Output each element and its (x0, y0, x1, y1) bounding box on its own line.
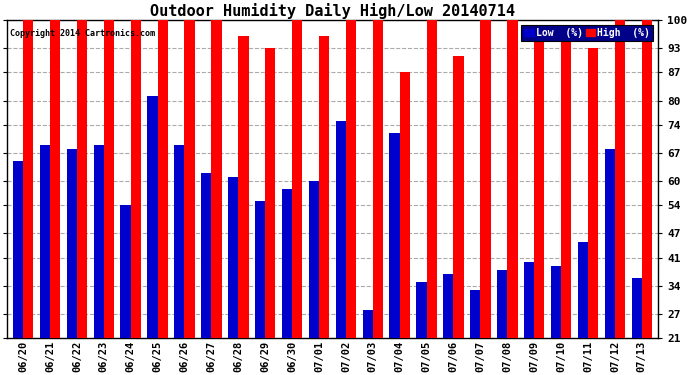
Bar (265, 48, 275, 338)
Bar (453, 56, 464, 338)
Bar (534, 36, 544, 338)
Bar (23, 20, 33, 338)
Title: Outdoor Humidity Daily High/Low 20140714: Outdoor Humidity Daily High/Low 20140714 (150, 3, 515, 19)
Bar (255, 201, 265, 338)
Bar (631, 278, 642, 338)
Bar (497, 270, 507, 338)
Bar (319, 36, 329, 338)
Bar (67, 149, 77, 338)
Bar (282, 189, 292, 338)
Bar (211, 20, 221, 338)
Bar (604, 149, 615, 338)
Bar (551, 266, 561, 338)
Bar (175, 145, 184, 338)
Bar (157, 20, 168, 338)
Bar (40, 145, 50, 338)
Bar (130, 20, 141, 338)
Text: Copyright 2014 Cartronics.com: Copyright 2014 Cartronics.com (10, 30, 155, 39)
Bar (346, 20, 356, 338)
Bar (77, 20, 87, 338)
Bar (578, 242, 588, 338)
Bar (561, 32, 571, 338)
Bar (238, 36, 248, 338)
Bar (615, 20, 625, 338)
Bar (50, 20, 60, 338)
Bar (308, 181, 319, 338)
Bar (373, 20, 383, 338)
Bar (416, 282, 426, 338)
Legend: Low  (%), High  (%): Low (%), High (%) (521, 25, 653, 40)
Bar (642, 20, 652, 338)
Bar (292, 20, 302, 338)
Bar (524, 262, 534, 338)
Bar (362, 310, 373, 338)
Bar (335, 121, 346, 338)
Bar (13, 161, 23, 338)
Bar (104, 20, 114, 338)
Bar (426, 20, 437, 338)
Bar (148, 96, 157, 338)
Bar (400, 72, 410, 338)
Bar (507, 20, 518, 338)
Bar (228, 177, 238, 338)
Bar (480, 20, 491, 338)
Bar (201, 173, 211, 338)
Bar (443, 274, 453, 338)
Bar (470, 290, 480, 338)
Bar (389, 133, 400, 338)
Bar (588, 48, 598, 338)
Bar (184, 20, 195, 338)
Bar (121, 205, 130, 338)
Bar (94, 145, 104, 338)
